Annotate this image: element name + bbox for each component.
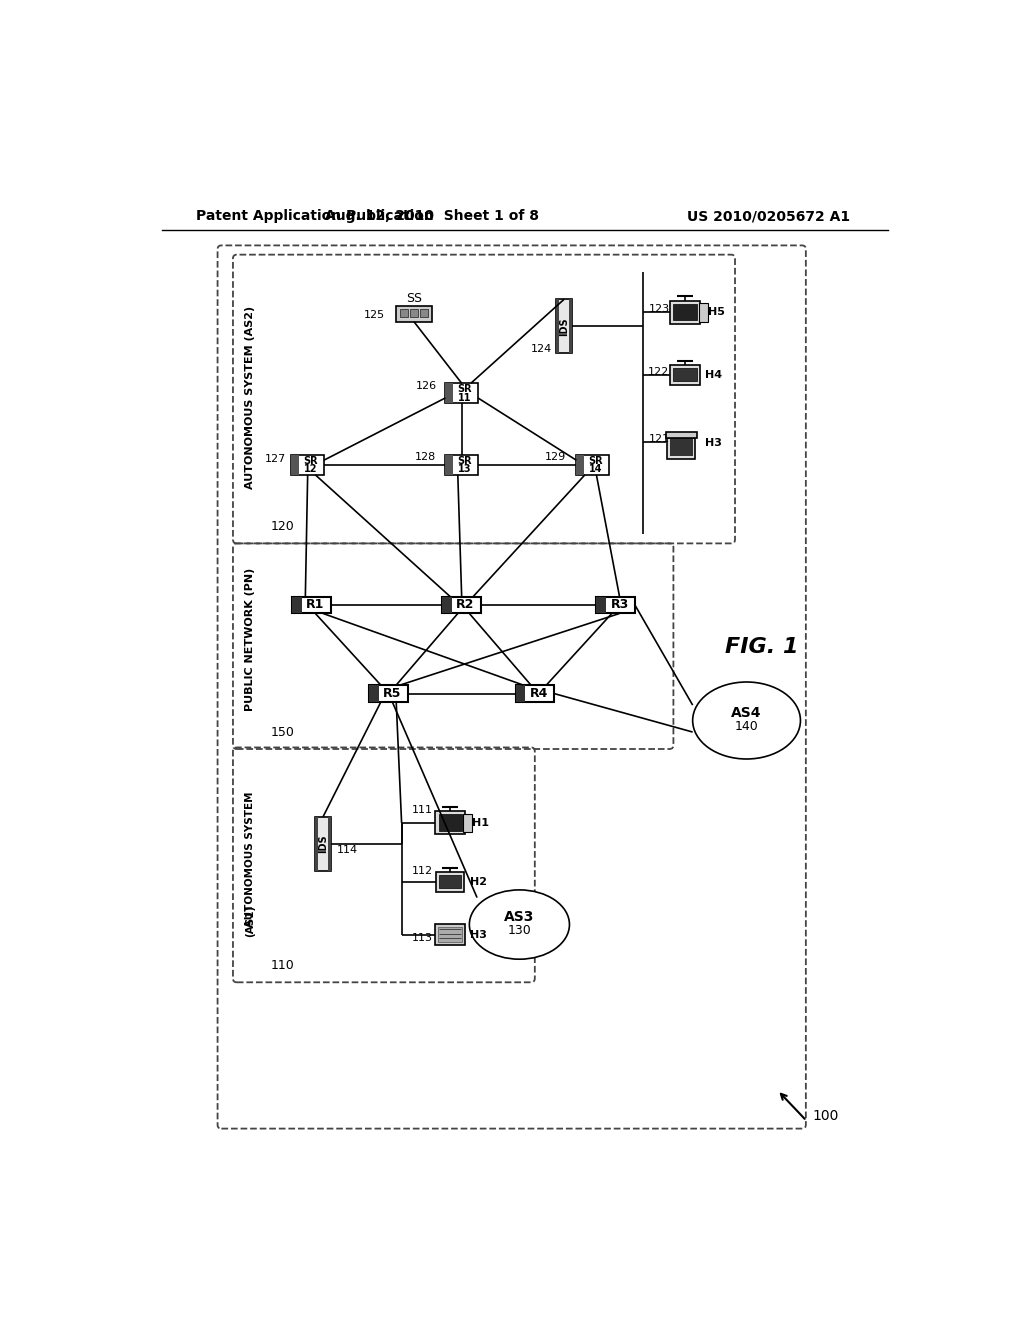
Text: SR: SR [458, 384, 472, 395]
Text: 121: 121 [648, 434, 670, 445]
Bar [370, 685, 379, 702]
Bar [292, 597, 331, 614]
Text: 12: 12 [304, 465, 317, 474]
Text: 128: 128 [415, 453, 436, 462]
Text: R1: R1 [306, 598, 325, 611]
Text: R5: R5 [383, 686, 401, 700]
Ellipse shape [469, 890, 569, 960]
Bar [556, 300, 559, 354]
Bar [370, 685, 408, 702]
Text: 13: 13 [458, 465, 471, 474]
Bar [556, 300, 571, 354]
Text: AS4: AS4 [731, 706, 762, 719]
Bar [515, 685, 524, 702]
Text: IDS: IDS [318, 834, 328, 853]
Bar [442, 597, 452, 614]
Bar [668, 438, 695, 459]
Bar [445, 383, 454, 404]
Text: 113: 113 [413, 933, 433, 944]
Bar [596, 597, 605, 614]
Bar [329, 817, 331, 871]
Text: SR: SR [458, 455, 472, 466]
Bar [435, 812, 465, 834]
Bar [292, 455, 324, 475]
Text: 111: 111 [413, 805, 433, 814]
Text: 123: 123 [648, 304, 670, 314]
Text: AUTONOMOUS SYSTEM (AS2): AUTONOMOUS SYSTEM (AS2) [245, 305, 255, 488]
Text: 120: 120 [270, 520, 295, 533]
Text: H3: H3 [705, 438, 722, 449]
Text: 126: 126 [416, 381, 437, 391]
Bar [410, 309, 418, 317]
Text: Patent Application Publication: Patent Application Publication [196, 209, 434, 223]
Text: 122: 122 [648, 367, 670, 378]
Bar [445, 455, 478, 475]
Bar [420, 309, 428, 317]
Text: IDS: IDS [559, 317, 569, 335]
Ellipse shape [692, 682, 801, 759]
Bar [577, 455, 608, 475]
Bar [445, 383, 478, 404]
Bar [515, 685, 554, 702]
Bar [577, 455, 584, 475]
Text: 124: 124 [530, 343, 552, 354]
Text: H2: H2 [470, 878, 487, 887]
Text: 112: 112 [412, 866, 433, 875]
Text: FIG. 1: FIG. 1 [725, 638, 799, 657]
Text: R3: R3 [610, 598, 629, 611]
Text: R2: R2 [457, 598, 475, 611]
Bar [315, 817, 331, 871]
Bar [666, 432, 696, 438]
Text: 114: 114 [337, 845, 358, 855]
Text: 14: 14 [589, 465, 602, 474]
Bar [435, 924, 465, 945]
Bar [438, 927, 463, 942]
Bar [673, 304, 697, 321]
Text: (AS1): (AS1) [245, 904, 255, 937]
Text: 150: 150 [270, 726, 295, 739]
Bar [445, 455, 454, 475]
Text: H5: H5 [708, 308, 725, 317]
Bar [315, 817, 317, 871]
Bar [438, 814, 462, 830]
Text: H4: H4 [705, 370, 722, 380]
Text: 129: 129 [545, 453, 566, 462]
Text: AS3: AS3 [504, 909, 535, 924]
Text: 127: 127 [265, 454, 286, 463]
Text: 100: 100 [812, 1109, 839, 1122]
Bar [292, 597, 301, 614]
Text: H1: H1 [472, 818, 488, 828]
Bar [463, 813, 472, 832]
Bar [569, 300, 571, 354]
Text: 110: 110 [270, 958, 295, 972]
Text: Aug. 12, 2010  Sheet 1 of 8: Aug. 12, 2010 Sheet 1 of 8 [326, 209, 540, 223]
Text: 140: 140 [734, 721, 759, 733]
Text: US 2010/0205672 A1: US 2010/0205672 A1 [687, 209, 851, 223]
Bar [698, 304, 708, 322]
Text: SR: SR [589, 455, 603, 466]
Text: 11: 11 [458, 393, 471, 403]
Bar [396, 306, 432, 322]
Text: R4: R4 [529, 686, 548, 700]
Bar [674, 368, 696, 381]
Text: 130: 130 [508, 924, 531, 937]
Bar [400, 309, 408, 317]
Bar [671, 364, 699, 385]
Text: SS: SS [406, 292, 422, 305]
Bar [670, 301, 700, 323]
Text: H3: H3 [470, 929, 487, 940]
Text: AUTONOMOUS SYSTEM: AUTONOMOUS SYSTEM [245, 792, 255, 927]
Text: PUBLIC NETWORK (PN): PUBLIC NETWORK (PN) [245, 568, 255, 711]
Text: SR: SR [303, 455, 318, 466]
Text: 125: 125 [364, 310, 385, 321]
Bar [436, 873, 464, 892]
Bar [670, 440, 692, 455]
Bar [439, 875, 461, 888]
Bar [596, 597, 635, 614]
Bar [442, 597, 481, 614]
Bar [292, 455, 299, 475]
